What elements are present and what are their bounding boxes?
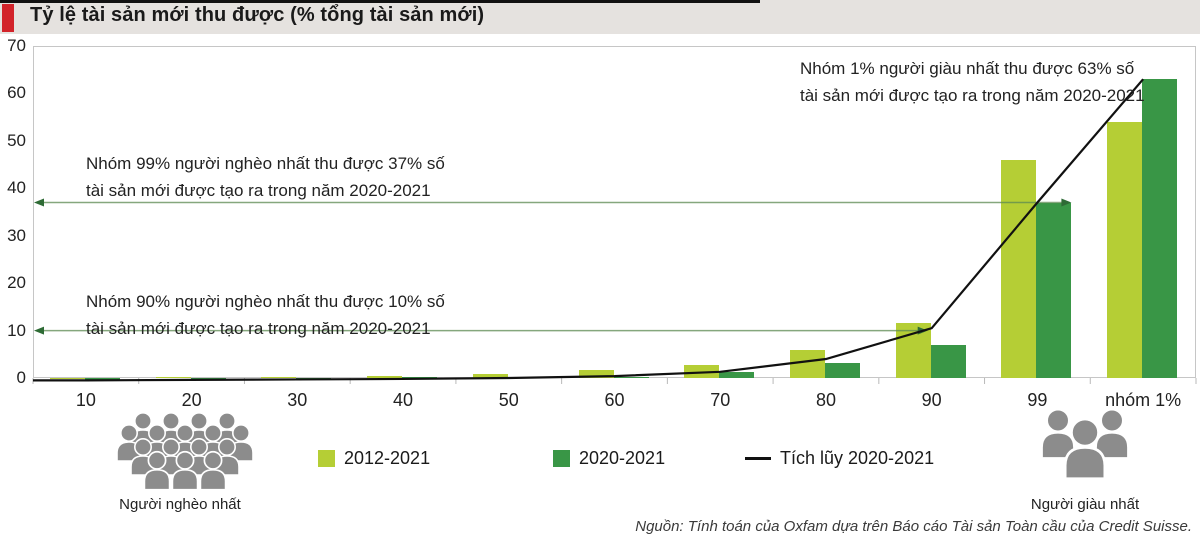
legend-item-cumulative: Tích lũy 2020-2021 [745,448,934,468]
legend-swatch-light-green [318,449,335,467]
bar-2020-2021-10 [84,378,120,381]
rich-group-icon [1040,408,1130,481]
y-axis-tick-label: 20 [7,273,26,293]
bar-2012-2021-50 [472,374,508,378]
bar-2020-2021-60 [613,376,649,378]
legend-label: 2012-2021 [344,447,431,468]
annotation-line: Nhóm 99% người nghèo nhất thu được 37% s… [86,154,445,173]
x-axis-tick-label: 50 [498,390,519,410]
legend-label: 2020-2021 [579,447,666,468]
bar-2020-2021-80 [824,362,860,378]
top-rule [0,0,760,3]
y-axis-tick-label: 60 [7,83,26,103]
poorest-label: Người nghèo nhất [119,496,241,513]
x-axis-tick-label: 70 [710,390,731,410]
annotation-line: Nhóm 90% người nghèo nhất thu được 10% s… [86,292,445,311]
x-axis-tick-label: 99 [1027,390,1048,410]
annotation-poorest-90pct: Nhóm 90% người nghèo nhất thu được 10% s… [86,288,445,342]
y-axis-tick-label: 70 [7,36,26,55]
legend-item-2012-2021: 2012-2021 [318,448,430,468]
bar-2012-2021-20 [155,377,191,379]
bar-2012-2021-90 [895,323,931,378]
bar-2012-2021-60 [578,369,614,378]
x-axis-tick-label: 20 [181,390,202,410]
legend-item-2020-2021: 2020-2021 [553,448,665,468]
bar-2020-2021-70 [719,372,755,378]
x-axis-tick-label: nhóm 1% [1105,390,1182,410]
x-axis-tick-label: 40 [393,390,414,410]
source-note: Nguồn: Tính toán của Oxfam dựa trên Báo … [635,518,1192,535]
y-axis-tick-label: 50 [7,130,26,150]
x-axis-tick-label: 80 [815,390,836,410]
y-axis-tick-label: 0 [16,368,26,387]
legend-label: Tích lũy 2020-2021 [780,447,935,468]
legend-line-swatch [745,456,771,460]
annotation-line: tài sản mới được tạo ra trong năm 2020-2… [86,319,431,338]
x-axis-tick-label: 90 [921,390,942,410]
bar-2020-2021-30 [296,377,332,379]
bar-2020-2021-20 [190,377,226,379]
bar-2020-2021-50 [507,376,543,378]
red-accent-bar [2,4,14,32]
bar-2012-2021-40 [367,375,403,378]
bar-2020-2021-99 [1036,202,1072,378]
richest-label: Người giàu nhất [1030,496,1140,513]
annotation-richest-1pct: Nhóm 1% người giàu nhất thu được 63% số … [800,55,1145,109]
annotation-line: Nhóm 1% người giàu nhất thu được 63% số [800,59,1135,78]
bar-2012-2021-30 [261,376,297,378]
y-axis-tick-label: 40 [7,178,26,198]
title-band [0,0,1200,34]
legend-swatch-dark-green [553,449,570,467]
bar-2012-2021-10 [49,378,85,380]
annotation-line: tài sản mới được tạo ra trong năm 2020-2… [86,181,431,200]
bar-2012-2021-80 [789,349,825,378]
annotation-poorest-99pct: Nhóm 99% người nghèo nhất thu được 37% s… [86,150,445,204]
y-axis-tick-label: 10 [7,320,26,340]
x-axis-tick-label: 60 [604,390,625,410]
crowd-icon [116,412,254,491]
bar-2020-2021-90 [930,344,966,378]
bar-2012-2021-70 [684,364,720,378]
bar-2012-2021-99 [1001,159,1037,378]
x-axis-tick-label: 30 [287,390,308,410]
annotation-line: tài sản mới được tạo ra trong năm 2020-2… [800,86,1145,105]
y-axis-tick-label: 30 [7,225,26,245]
bar-2020-2021-40 [402,377,438,379]
x-axis-tick-label: 10 [75,390,96,410]
bar-2012-2021-nhóm 1% [1107,121,1143,378]
page-title: Tỷ lệ tài sản mới thu được (% tổng tài s… [30,4,485,26]
bar-2020-2021-nhóm 1% [1142,79,1178,378]
